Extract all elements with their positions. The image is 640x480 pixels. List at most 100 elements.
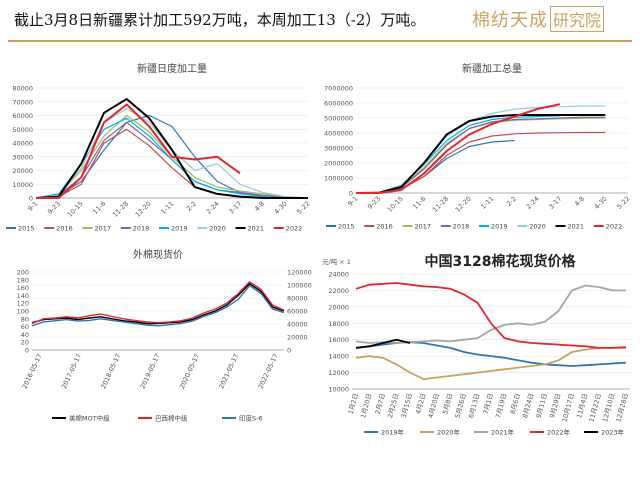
daily-processing-chart: 新疆日度加工量 0 10000 20000 30000 40000 50000 60000 70… [6, 62, 311, 233]
y-tick-label: 18000 [328, 320, 349, 328]
chart-title: 新疆加工总量 [462, 62, 522, 75]
legend-label-2020年: 2020年 [437, 428, 461, 437]
y-tick-label: 12000 [328, 369, 349, 377]
x-tick-label: 6月13日 [467, 392, 481, 419]
legend-label-2015: 2015 [338, 223, 355, 231]
y-left-tick-label: 80 [21, 315, 29, 323]
legend-label-2020: 2020 [209, 225, 226, 233]
legend-label-2020: 2020 [529, 223, 546, 231]
x-tick-label: 12-20 [134, 200, 153, 219]
x-tick-label: 2019-05-17 [139, 352, 162, 390]
brand-logo: 棉纺天成 研究院 [472, 6, 632, 32]
x-tick-label: 3月15日 [400, 392, 414, 419]
x-tick-label: 2018-05-17 [99, 352, 122, 390]
y-left-tick-label: 60 [21, 323, 29, 331]
y-tick-label: 22000 [328, 287, 349, 295]
legend-label-2023年: 2023年 [601, 428, 625, 437]
x-tick-label: 1-11 [479, 195, 495, 211]
x-tick-label: 7月19日 [494, 392, 508, 419]
x-tick-label: 2022-05-17 [257, 352, 280, 390]
y-tick-label: 0 [29, 195, 33, 203]
x-tick-label: 9月11日 [535, 392, 549, 419]
x-tick-label: 1月20日 [359, 392, 373, 419]
legend-label-2017: 2017 [415, 223, 432, 231]
x-tick-label: 4-30 [593, 195, 609, 211]
y-tick-label: 1000000 [324, 175, 353, 183]
x-tick-label: 4月2日 [414, 392, 427, 415]
x-tick-label: 4-8 [573, 195, 586, 208]
legend-label-2016: 2016 [56, 225, 73, 233]
y-tick-label: 14000 [328, 353, 349, 361]
x-tick-label: 9-23 [366, 195, 382, 211]
x-tick-label: 2-2 [505, 195, 518, 208]
x-tick-label: 11-28 [431, 195, 450, 214]
y-tick-label: 70000 [12, 98, 33, 106]
y-left-tick-label: 180 [17, 276, 29, 284]
x-tick-label: 2016-05-17 [21, 352, 44, 390]
x-tick-label: 10-15 [386, 195, 405, 214]
x-tick-label: 9-23 [46, 200, 62, 216]
y-tick-label: 20000 [328, 303, 349, 311]
x-tick-label: 5月8日 [441, 392, 454, 415]
y-left-tick-label: 200 [17, 269, 29, 277]
y-right-tick-label: 60000 [287, 308, 308, 316]
x-tick-label: 5月26日 [454, 392, 468, 419]
legend-label-2022: 2022 [286, 225, 303, 233]
legend-label-2022年: 2022年 [547, 428, 571, 437]
y-tick-label: 24000 [328, 271, 349, 279]
x-tick-label: 2月7日 [374, 392, 387, 415]
series-line-2022 [36, 103, 241, 199]
y-left-tick-label: 40 [21, 331, 29, 339]
series-line-2016 [35, 128, 308, 199]
y-right-tick-label: 80000 [287, 295, 308, 303]
chart-title: 新疆日度加工量 [137, 62, 207, 75]
page-title: 截止3月8日新疆累计加工592万吨，本周加工13（-2）万吨。 [14, 11, 426, 29]
y-right-tick-label: 120000 [287, 269, 312, 277]
x-tick-label: 2-24 [205, 200, 221, 216]
legend-label-2019年: 2019年 [381, 428, 405, 437]
x-tick-label: 3-17 [227, 200, 243, 216]
logo-text: 棉纺天成 [472, 10, 548, 31]
x-tick-label: 12月10日 [601, 392, 616, 423]
x-tick-label: 12-20 [454, 195, 473, 214]
x-tick-label: 8月6日 [509, 392, 522, 415]
y-tick-label: 50000 [12, 126, 33, 134]
y-tick-label: 16000 [328, 336, 349, 344]
series-line-2021年 [355, 284, 626, 344]
cumulative-processing-chart: 新疆加工总量 0 1000000 2000000 3000000 4000000 50000… [324, 62, 631, 231]
legend-label-2021: 2021 [568, 223, 585, 231]
legend-label-2017: 2017 [95, 225, 112, 233]
foreign-cotton-spot-chart: 外棉现货价02040608010012014016018020002000040… [17, 248, 312, 423]
x-tick-label: 11月22日 [588, 392, 603, 423]
y-tick-label: 3000000 [324, 145, 353, 153]
legend-label-印度S-6: 印度S-6 [239, 414, 263, 423]
x-tick-label: 4-30 [273, 200, 289, 216]
legend-label-2019: 2019 [491, 223, 508, 231]
y-tick-label: 30000 [12, 153, 33, 161]
legend-label-2019: 2019 [171, 225, 188, 233]
y-left-tick-label: 120 [17, 300, 29, 308]
y-tick-label: 10000 [328, 386, 349, 394]
series-line-2021 [35, 98, 308, 199]
legend-label-2016: 2016 [376, 223, 393, 231]
x-tick-label: 8月24日 [521, 392, 535, 419]
y-tick-label: 7000000 [324, 85, 353, 93]
x-tick-label: 9月29日 [548, 392, 562, 419]
x-tick-label: 2017-05-17 [60, 352, 83, 390]
legend-label-2022: 2022 [606, 223, 623, 231]
x-tick-label: 1-11 [159, 200, 175, 216]
y-tick-label: 5000000 [324, 115, 353, 123]
series-line-印度S-6 [31, 285, 285, 327]
x-tick-label: 12月28日 [615, 392, 630, 423]
series-line-2023年 [355, 338, 411, 349]
logo-box: 研究院 [550, 6, 605, 32]
x-tick-label: 4-8 [253, 200, 266, 213]
x-tick-label: 4月20日 [427, 392, 441, 419]
header-divider [8, 40, 632, 42]
y-tick-label: 10000 [12, 181, 33, 189]
x-tick-label: 5-22 [295, 200, 311, 216]
y-tick-label: 40000 [12, 140, 33, 148]
page-header: 截止3月8日新疆累计加工592万吨，本周加工13（-2）万吨。 棉纺天成 研究院 [0, 0, 640, 40]
y-left-tick-label: 140 [17, 292, 29, 300]
x-tick-label: 2020-05-17 [178, 352, 201, 390]
